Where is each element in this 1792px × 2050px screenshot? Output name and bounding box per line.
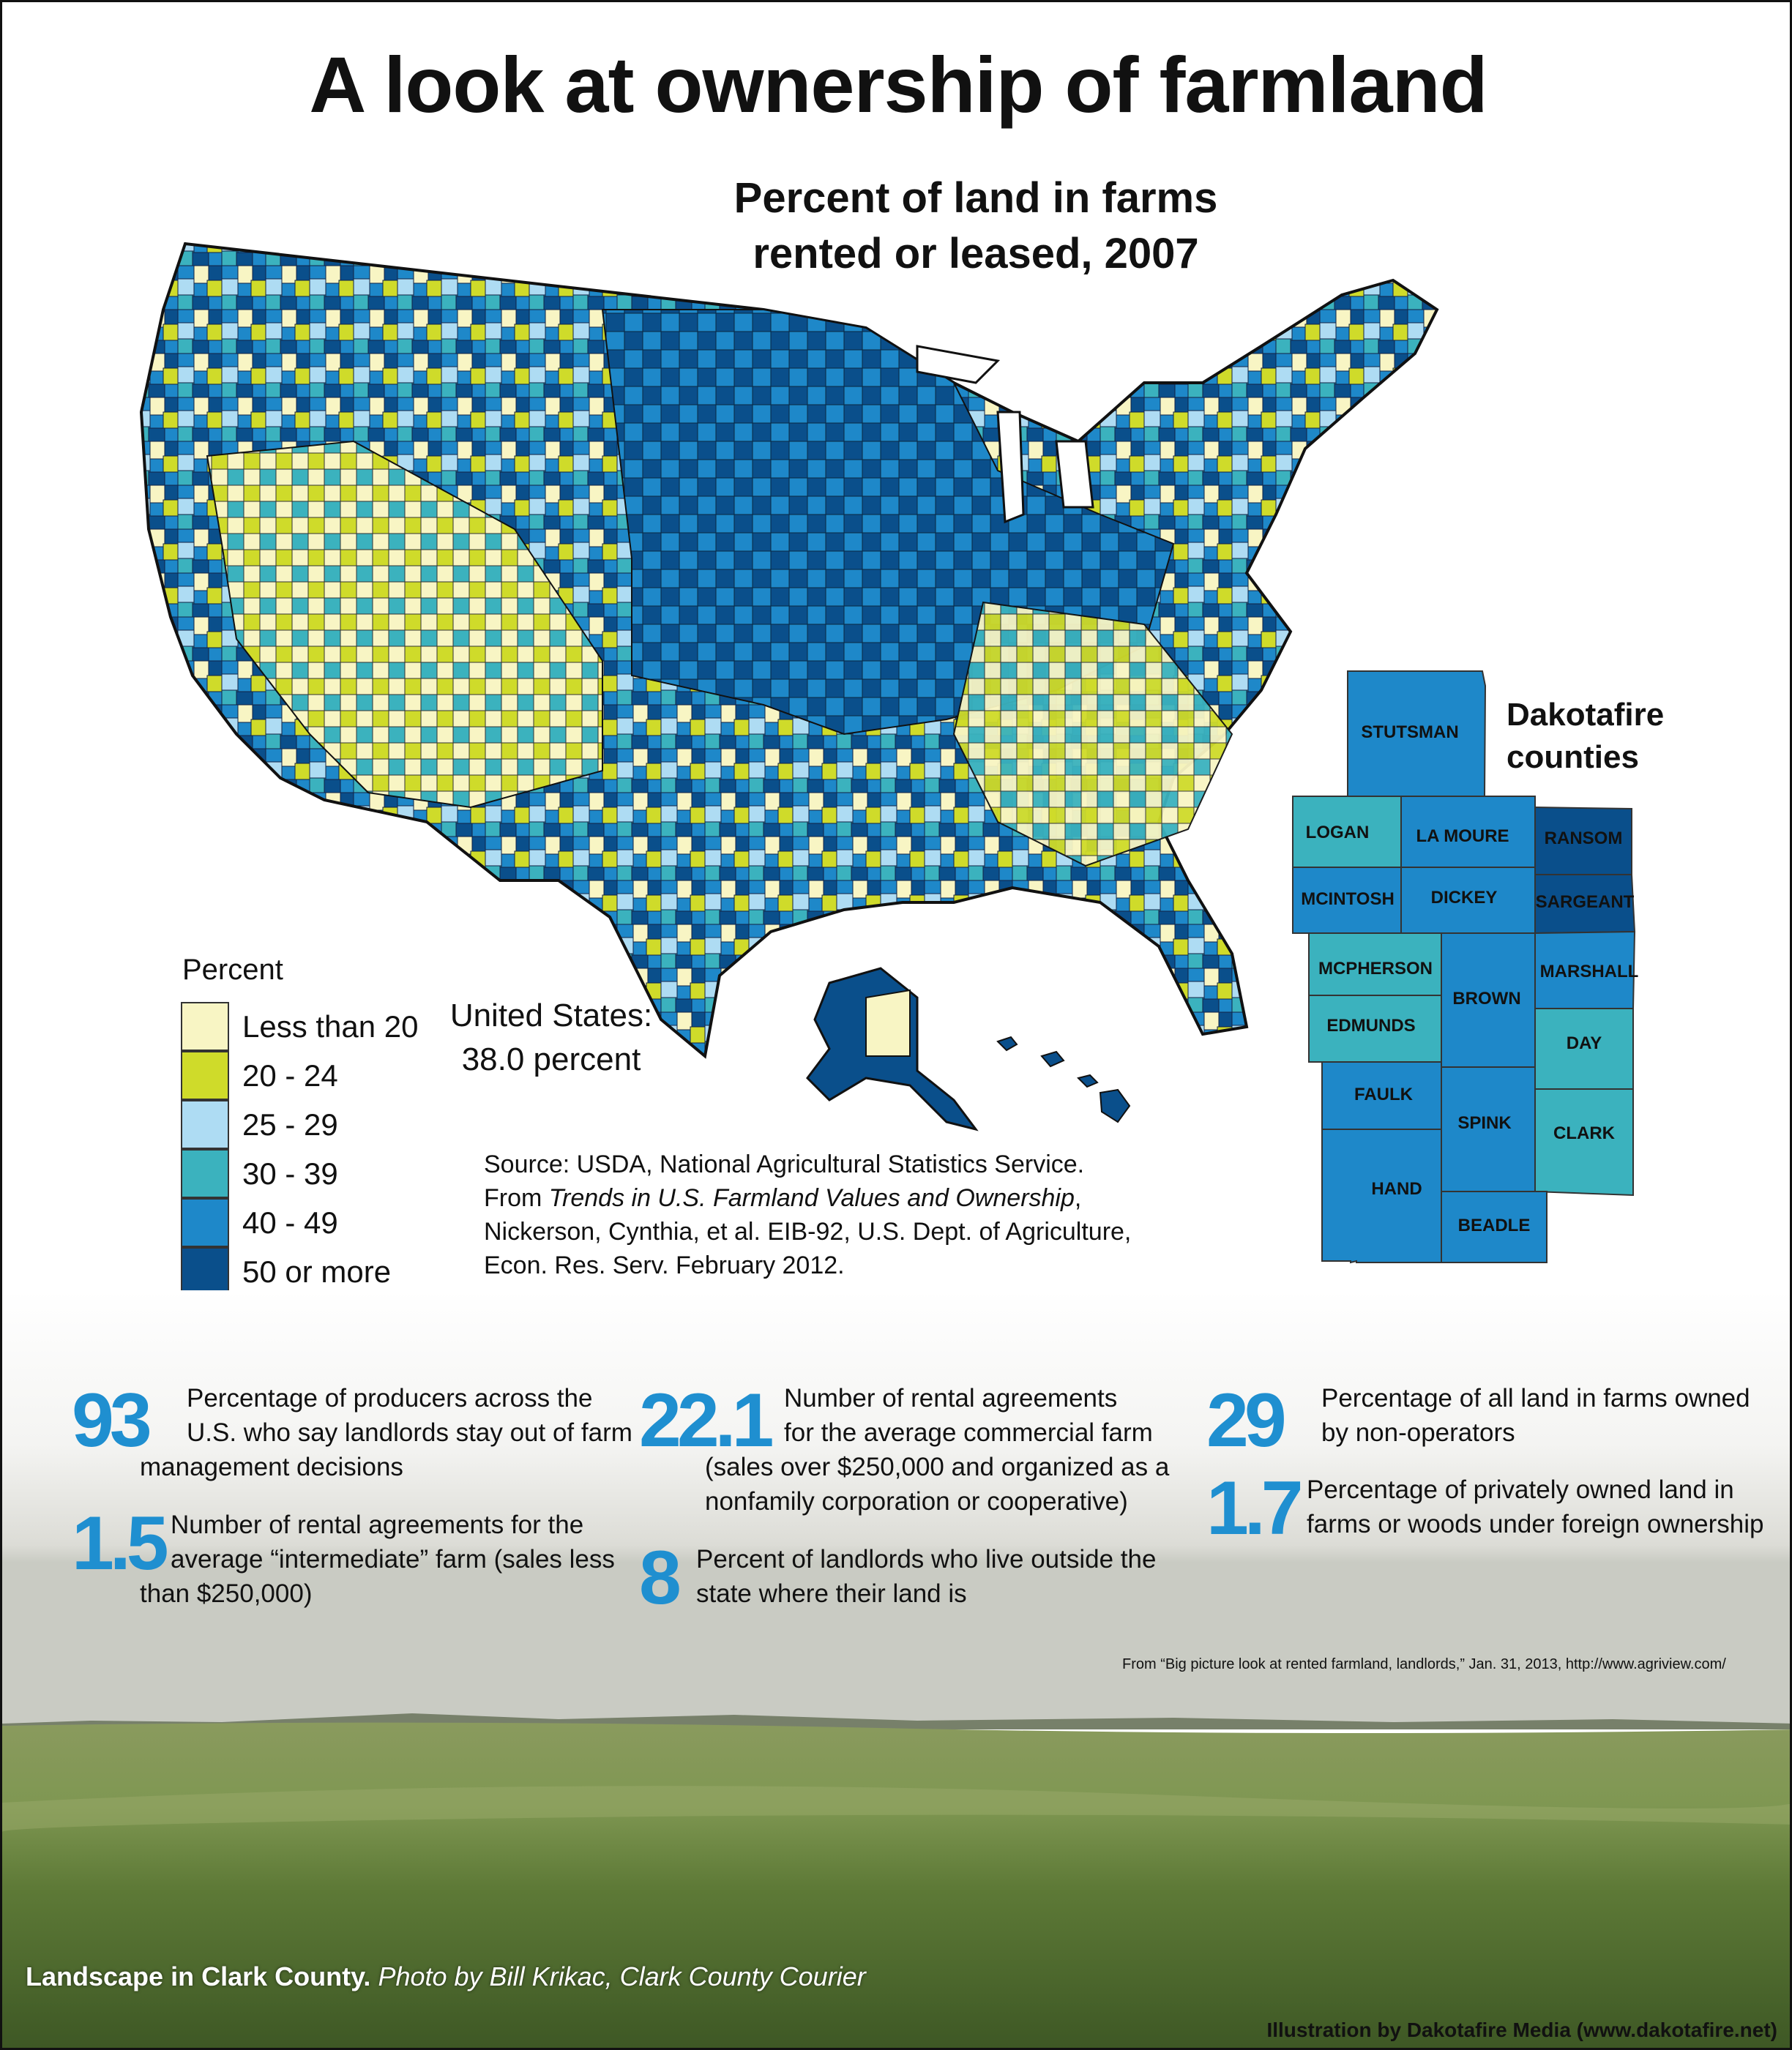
dakotafire-title-line1: Dakotafire xyxy=(1507,697,1665,733)
legend-swatch xyxy=(181,1247,229,1296)
dakotafire-title: Dakotafire counties xyxy=(1507,694,1664,779)
county-label: STUTSMAN xyxy=(1361,722,1458,742)
county-label: FAULK xyxy=(1354,1085,1414,1104)
legend-label: 50 or more xyxy=(242,1254,392,1289)
hawaii xyxy=(996,1036,1131,1123)
legend-swatch xyxy=(181,1051,229,1100)
us-total-value: 38.0 percent xyxy=(461,1041,641,1077)
source-line2-prefix: From xyxy=(484,1184,549,1212)
county-label: DICKEY xyxy=(1431,888,1498,908)
county-clark xyxy=(1534,1088,1634,1197)
county-label: LOGAN xyxy=(1306,823,1370,842)
us-total-label: United States: xyxy=(449,998,653,1033)
legend-swatch xyxy=(181,1100,229,1149)
stat-line: average “intermediate” farm (sales less xyxy=(171,1545,615,1574)
county-label: SARGEANT xyxy=(1536,892,1635,912)
stat-text: Number of rental agreements for the aver… xyxy=(705,1381,1169,1519)
legend-swatch xyxy=(181,1198,229,1247)
west-light-region xyxy=(206,440,603,809)
stat-number: 29 xyxy=(1206,1378,1287,1463)
stat-line: U.S. who say landlords stay out of farm xyxy=(187,1418,632,1447)
county-label: MARSHALL xyxy=(1540,962,1639,981)
stat-line: than $250,000) xyxy=(140,1579,313,1608)
source-report-title: Trends in U.S. Farmland Values and Owner… xyxy=(548,1184,1075,1212)
map-title-line1: Percent of land in farms xyxy=(733,174,1218,222)
map-title: Percent of land in farms rented or lease… xyxy=(646,171,1305,282)
stat-text: Percent of landlords who live outside th… xyxy=(696,1542,1156,1611)
source-line2-suffix: , xyxy=(1074,1184,1082,1212)
great-lakes xyxy=(916,345,1094,524)
stat-line: Percentage of producers across the xyxy=(187,1384,593,1413)
stat-line: Percent of landlords who live outside th… xyxy=(696,1545,1157,1574)
us-total: United States: 38.0 percent xyxy=(441,994,661,1082)
photo-caption-location: Landscape in Clark County. xyxy=(26,1961,371,1991)
stat-line: Percentage of privately owned land in xyxy=(1307,1475,1734,1504)
legend-label: Less than 20 xyxy=(242,1009,419,1044)
source-note: Source: USDA, National Agricultural Stat… xyxy=(484,1148,1131,1282)
stat-line: Number of rental agreements xyxy=(784,1384,1118,1413)
stat-line: for the average commercial farm xyxy=(784,1418,1153,1447)
county-label: MCPHERSON xyxy=(1318,959,1433,979)
stat-number: 22.1 xyxy=(639,1378,774,1463)
field xyxy=(2,1722,1790,2048)
legend-label: 25 - 29 xyxy=(242,1107,338,1142)
county-label: DAY xyxy=(1567,1033,1602,1053)
source-line3: Nickerson, Cynthia, et al. EIB-92, U.S. … xyxy=(484,1218,1132,1246)
legend-title: Percent xyxy=(182,954,283,986)
county-label: BEADLE xyxy=(1458,1216,1531,1235)
source-line2: From Trends in U.S. Farmland Values and … xyxy=(484,1181,1131,1215)
legend-label: 40 - 49 xyxy=(242,1205,338,1240)
photo-credit: Photo by Bill Krikac, Clark County Couri… xyxy=(378,1961,866,1991)
legend-swatch xyxy=(181,1002,229,1051)
legend-swatch xyxy=(181,1149,229,1198)
map-title-line2: rented or leased, 2007 xyxy=(753,230,1199,277)
alaska-inner xyxy=(865,989,911,1057)
stat-text: Percentage of privately owned land in fa… xyxy=(1307,1473,1763,1541)
photo-caption: Landscape in Clark County. Photo by Bill… xyxy=(26,1961,866,1992)
stat-line: Number of rental agreements for the xyxy=(171,1511,584,1539)
field-band xyxy=(2,1786,1790,1832)
county-label: SPINK xyxy=(1457,1113,1512,1133)
footer-credit: Illustration by Dakotafire Media (www.da… xyxy=(1266,2019,1777,2041)
stats-source: From “Big picture look at rented farmlan… xyxy=(1122,1656,1726,1672)
sky xyxy=(2,1290,1790,1729)
county-label: LA MOURE xyxy=(1416,826,1509,846)
stat-number: 8 xyxy=(639,1535,682,1620)
stat-text: Number of rental agreements for the aver… xyxy=(140,1508,615,1611)
county-label: EDMUNDS xyxy=(1326,1016,1415,1036)
county-beadle xyxy=(1441,1191,1548,1263)
stat-line: management decisions xyxy=(140,1453,403,1481)
legend-label: 30 - 39 xyxy=(242,1156,338,1191)
stat-number: 93 xyxy=(72,1378,152,1463)
source-line4: Econ. Res. Serv. February 2012. xyxy=(484,1252,845,1279)
infographic-title: A look at ownership of farmland xyxy=(309,40,1487,129)
stat-line: nonfamily corporation or cooperative) xyxy=(705,1487,1128,1516)
dakotafire-map: STUTSMAN LOGAN LA MOURE RANSOM MCINTOSH … xyxy=(1292,670,1639,1264)
stat-line: by non-operators xyxy=(1321,1418,1515,1447)
stat-line: state where their land is xyxy=(696,1579,967,1608)
stat-number: 1.5 xyxy=(72,1501,169,1586)
county-label: MCINTOSH xyxy=(1301,889,1395,909)
dakotafire-county-shapes xyxy=(1292,670,1636,1264)
southeast-light-region xyxy=(952,601,1233,867)
county-stutsman xyxy=(1347,670,1487,797)
county-label: HAND xyxy=(1371,1179,1422,1199)
landscape-photo xyxy=(2,1290,1790,2048)
county-label: CLARK xyxy=(1553,1123,1616,1143)
county-label: RANSOM xyxy=(1545,828,1623,848)
stat-text: Percentage of all land in farms owned by… xyxy=(1321,1381,1750,1450)
county-hand xyxy=(1321,1129,1442,1264)
dakotafire-title-line2: counties xyxy=(1507,739,1639,775)
stat-text: Percentage of producers across the U.S. … xyxy=(140,1381,632,1484)
legend-label: 20 - 24 xyxy=(242,1058,338,1093)
stat-line: Percentage of all land in farms owned xyxy=(1321,1384,1750,1413)
stat-line: (sales over $250,000 and organized as a xyxy=(705,1453,1170,1481)
source-line1: Source: USDA, National Agricultural Stat… xyxy=(484,1151,1085,1178)
stat-line: farms or woods under foreign ownership xyxy=(1307,1510,1764,1538)
county-label: BROWN xyxy=(1452,989,1520,1009)
stat-number: 1.7 xyxy=(1206,1466,1304,1551)
